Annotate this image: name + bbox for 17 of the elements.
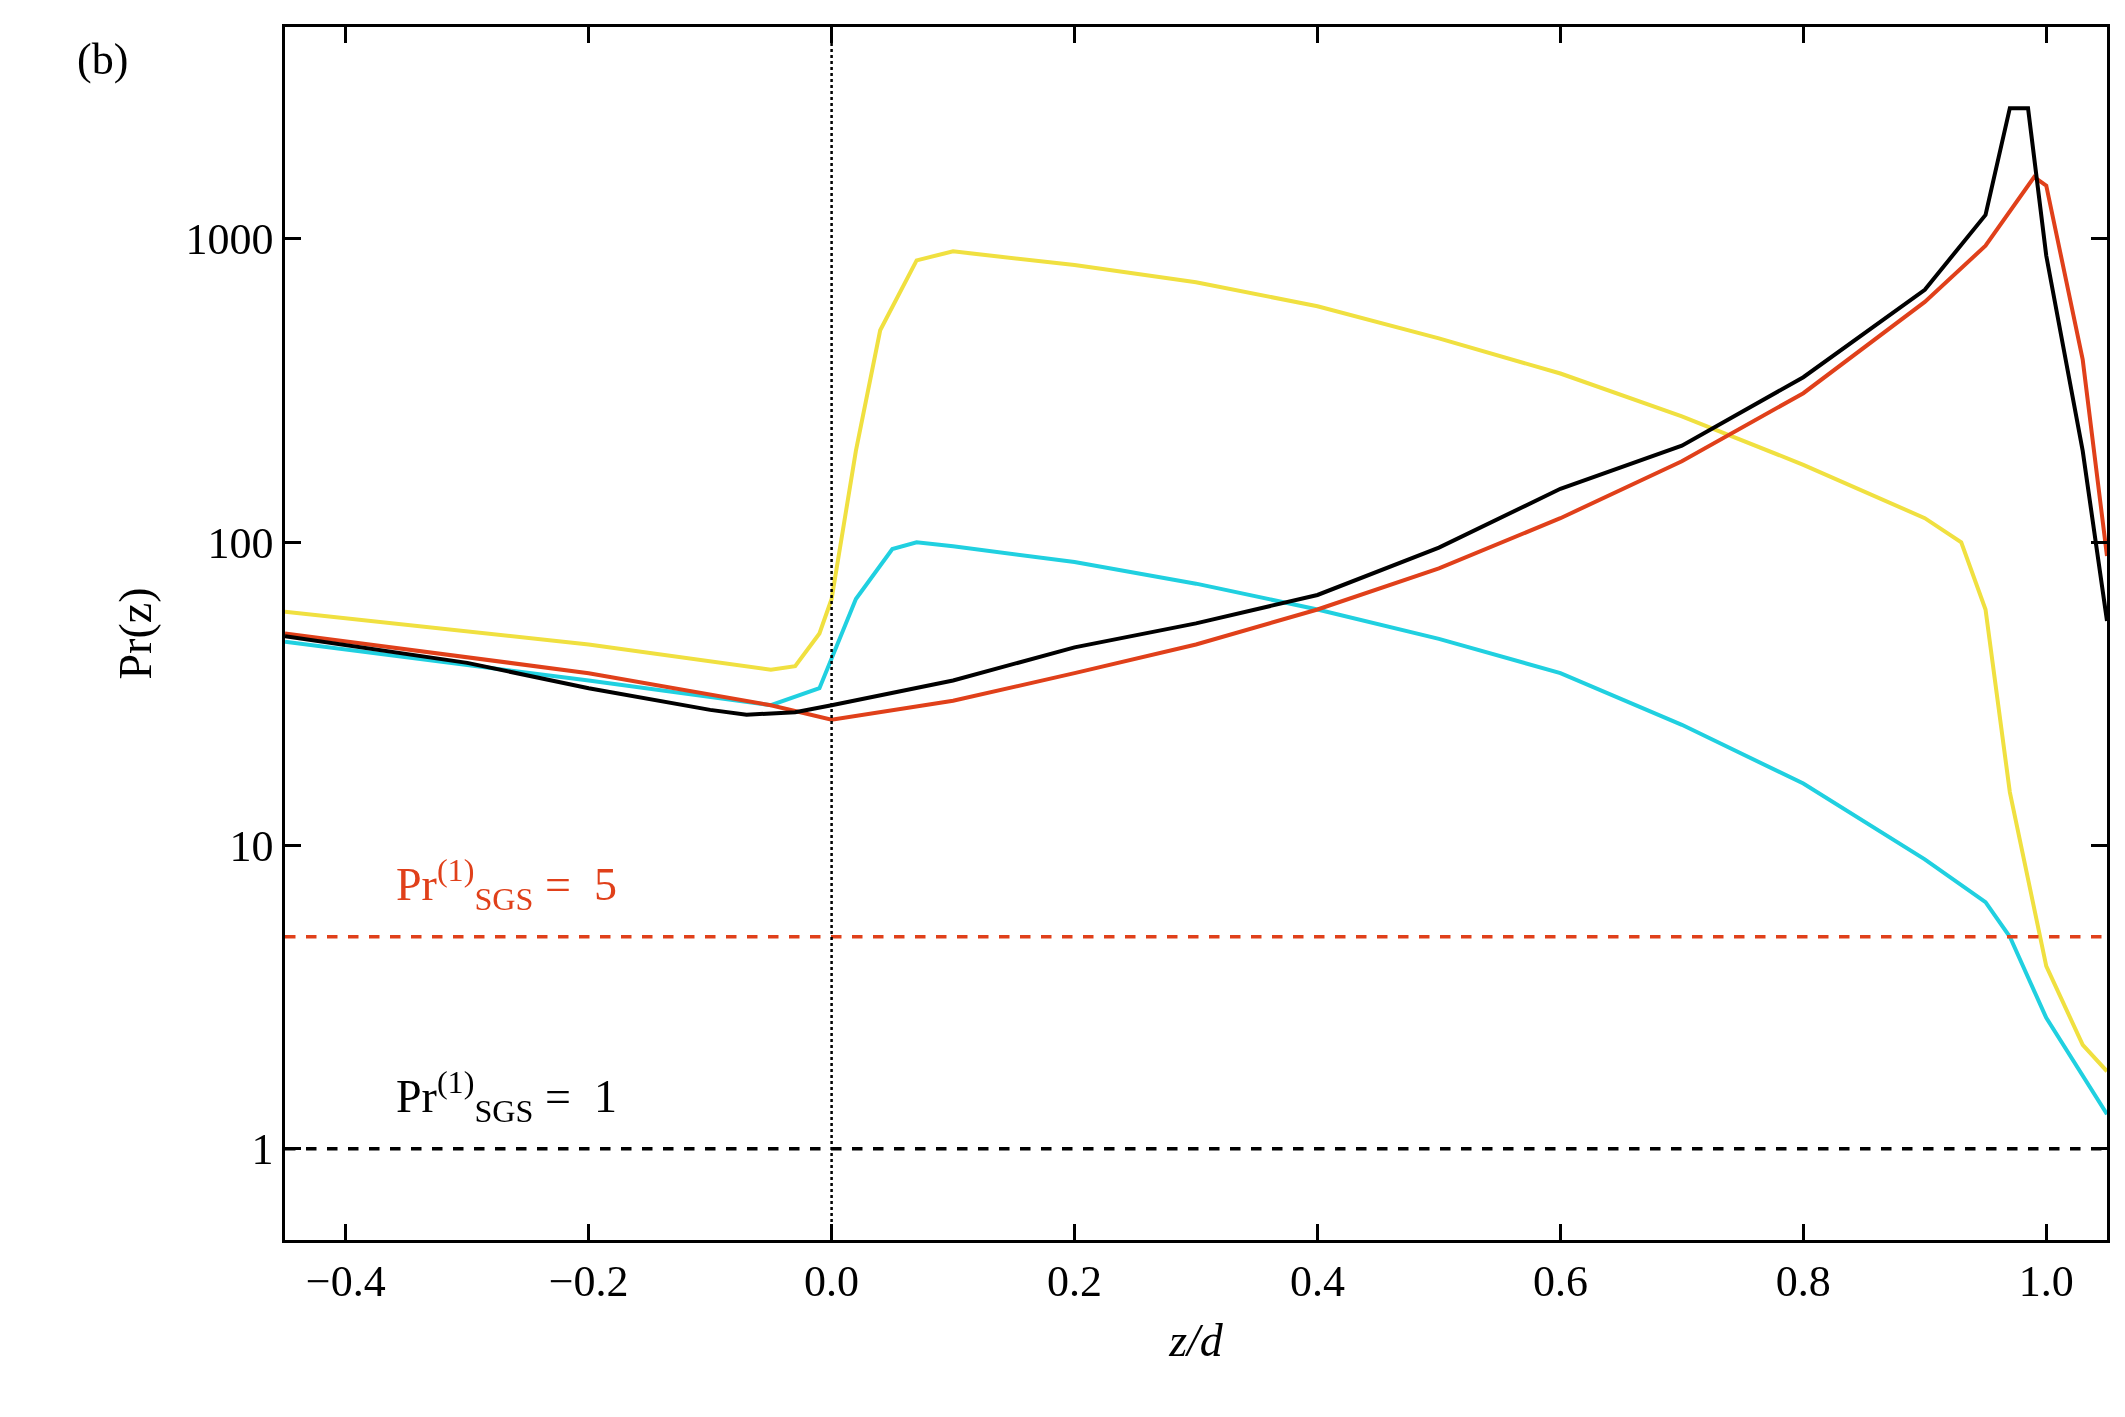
x-tick-label: 0.0 [804,1256,860,1306]
x-axis-title: z/d [1168,1315,1224,1367]
x-tick-label: 0.6 [1532,1256,1588,1306]
ref-line-label: Pr$^{(1)}$$_{SGS}$ = 1 [396,1064,617,1129]
x-tick-label: 0.4 [1289,1256,1345,1306]
y-tick-label: 10 [229,821,274,871]
x-tick-label: −0.2 [548,1256,629,1306]
y-axis-title: Pr(z) [109,587,161,680]
x-tick-label: −0.4 [305,1256,386,1306]
x-tick-label: 1.0 [2018,1256,2074,1306]
y-tick-label: 1000 [185,215,274,265]
y-tick-label: 100 [207,518,274,568]
x-tick-label: 0.2 [1047,1256,1103,1306]
text: (b) [77,35,129,84]
ref-line-label: Pr$^{(1)}$$_{SGS}$ = 5 [396,852,617,917]
x-tick-label: 0.8 [1775,1256,1831,1306]
y-tick-label: 1 [251,1125,274,1175]
